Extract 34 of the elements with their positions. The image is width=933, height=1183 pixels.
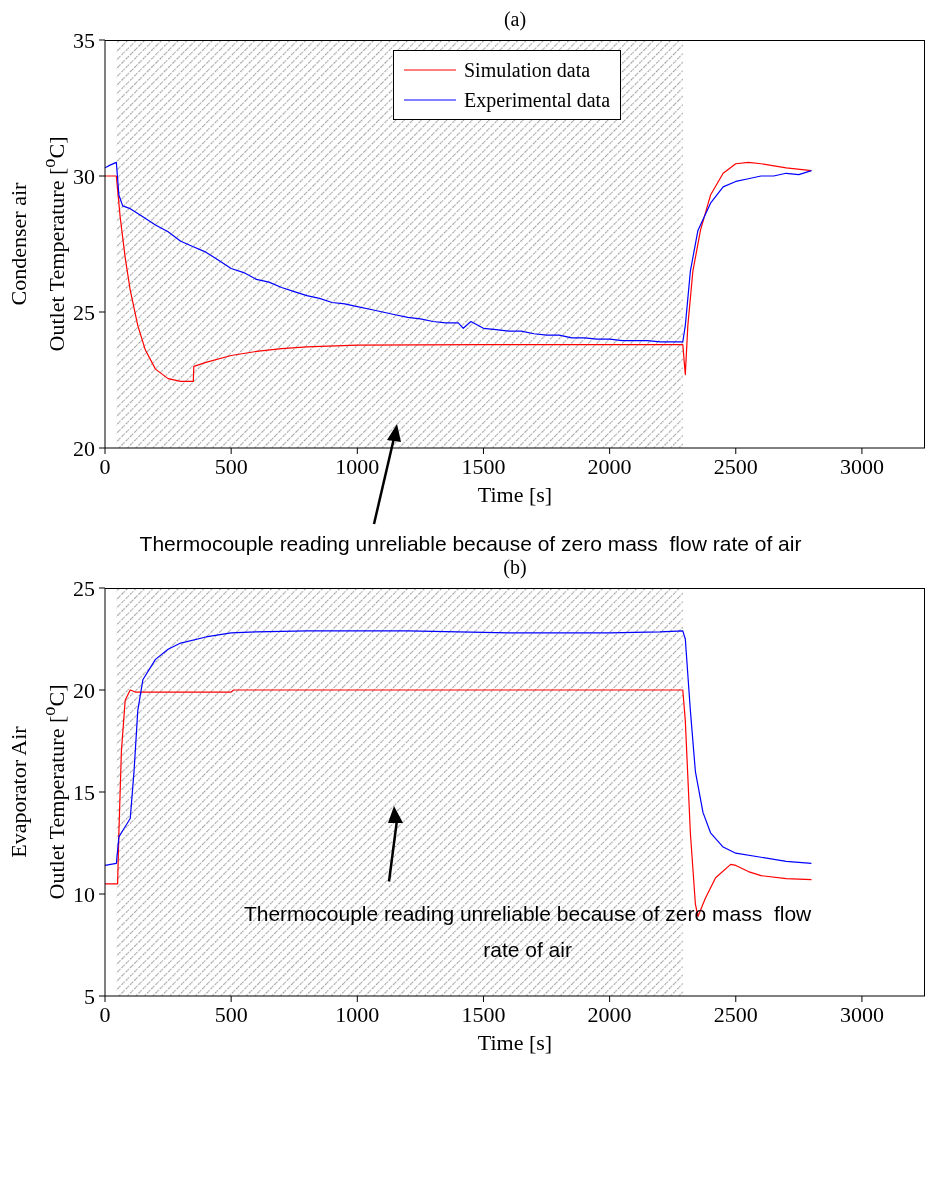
x-tick-label: 3000 [839,1001,884,1027]
x-axis-title: Time [s] [477,482,553,507]
y-tick-label: 15 [73,779,95,805]
x-tick-label: 1000 [335,453,380,479]
legend-label: Experimental data [464,88,611,112]
x-tick-label: 500 [214,1001,248,1027]
x-tick-label: 500 [214,453,248,479]
x-tick-label: 3000 [839,453,884,479]
x-tick-label: 0 [99,453,111,479]
y-tick-label: 30 [73,163,95,189]
line-series [105,161,813,343]
y-tick-label: 10 [73,881,95,907]
y-tick-label: 35 [73,27,95,53]
y-tick-label: 25 [73,299,95,325]
x-tick-label: 2500 [713,453,758,479]
x-tick-label: 1000 [335,1001,380,1027]
annotation: Thermocouple reading unreliable because of zero mass flow rate of air [242,901,813,964]
y-tick-label: 25 [73,575,95,601]
chart-title: (b) [502,556,528,580]
x-tick-label: 0 [99,1001,111,1027]
y-tick-label: 20 [73,677,95,703]
x-tick-label: 2000 [587,1001,632,1027]
line-series [105,630,813,867]
x-tick-label: 2000 [587,453,632,479]
y-tick-label: 20 [73,435,95,461]
text: Thermocouple reading unreliable because of zero mass flow rate of air [138,532,803,556]
legend-label: Simulation data [464,58,591,82]
x-tick-label: 1500 [461,453,506,479]
y-tick-label: 5 [84,983,95,1009]
line-series [105,161,813,382]
x-tick-label: 1500 [461,1001,506,1027]
x-tick-label: 2500 [713,1001,758,1027]
chart-title: (a) [502,8,528,32]
x-axis-title: Time [s] [477,1030,553,1055]
